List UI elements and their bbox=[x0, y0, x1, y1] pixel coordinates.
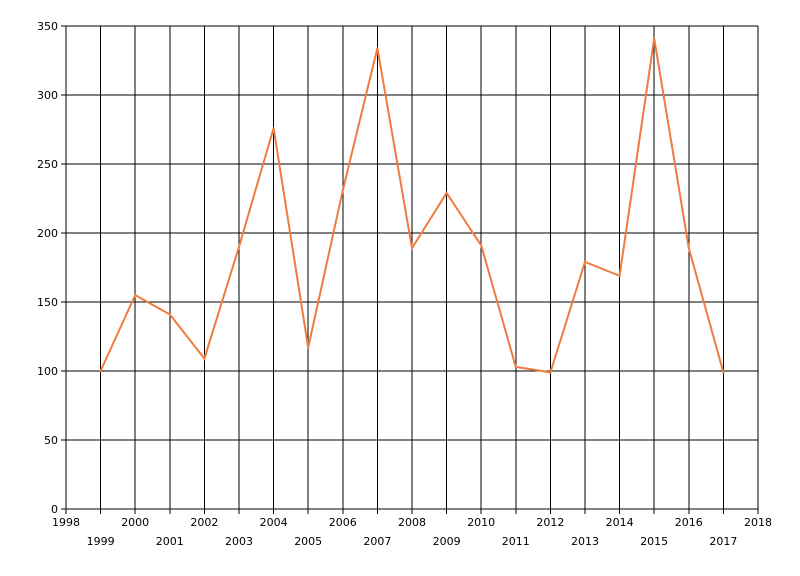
x-tick-label: 2012 bbox=[536, 516, 564, 529]
x-tick-label: 2010 bbox=[467, 516, 495, 529]
axes bbox=[61, 25, 759, 514]
data-point bbox=[307, 346, 310, 349]
x-tick-label: 2004 bbox=[260, 516, 288, 529]
grid bbox=[65, 25, 759, 510]
y-tick-label: 300 bbox=[37, 89, 58, 102]
data-point bbox=[99, 370, 102, 372]
data-point bbox=[341, 189, 344, 192]
x-tick-label: 2001 bbox=[156, 535, 184, 548]
data-point bbox=[618, 274, 621, 277]
x-tick-label: 2018 bbox=[744, 516, 772, 529]
x-tick-label: 1999 bbox=[87, 535, 115, 548]
data-point bbox=[687, 247, 690, 250]
series bbox=[99, 37, 725, 374]
data-point bbox=[722, 371, 725, 374]
x-tick-label: 2009 bbox=[433, 535, 461, 548]
y-tick-label: 0 bbox=[51, 503, 58, 516]
tick-labels: 1998199920002001200220032004200520062007… bbox=[37, 20, 772, 548]
y-tick-label: 50 bbox=[44, 434, 58, 447]
data-point bbox=[411, 247, 413, 250]
x-tick-label: 2000 bbox=[121, 516, 149, 529]
y-tick-label: 100 bbox=[37, 365, 58, 378]
data-point bbox=[549, 371, 552, 374]
data-point bbox=[168, 313, 171, 316]
y-tick-label: 200 bbox=[37, 227, 58, 240]
data-point bbox=[134, 294, 137, 297]
data-point bbox=[584, 260, 586, 263]
y-tick-label: 350 bbox=[37, 20, 58, 33]
data-point bbox=[480, 244, 483, 247]
x-tick-label: 2017 bbox=[709, 535, 737, 548]
x-tick-label: 2006 bbox=[329, 516, 357, 529]
x-tick-label: 2013 bbox=[571, 535, 599, 548]
data-point bbox=[514, 365, 517, 368]
x-tick-label: 2011 bbox=[502, 535, 530, 548]
x-tick-label: 2005 bbox=[294, 535, 322, 548]
data-point bbox=[445, 191, 448, 194]
data-point bbox=[272, 127, 275, 130]
x-tick-label: 2002 bbox=[190, 516, 218, 529]
x-tick-label: 2007 bbox=[363, 535, 391, 548]
y-tick-label: 150 bbox=[37, 296, 58, 309]
x-tick-label: 2003 bbox=[225, 535, 253, 548]
data-point bbox=[376, 47, 379, 50]
x-tick-label: 2014 bbox=[606, 516, 634, 529]
y-tick-label: 250 bbox=[37, 158, 58, 171]
x-tick-label: 2015 bbox=[640, 535, 668, 548]
data-point bbox=[238, 245, 240, 248]
x-tick-label: 2016 bbox=[675, 516, 703, 529]
data-point bbox=[203, 357, 206, 360]
x-tick-label: 1998 bbox=[52, 516, 80, 529]
x-tick-label: 2008 bbox=[398, 516, 426, 529]
data-point bbox=[653, 37, 656, 40]
